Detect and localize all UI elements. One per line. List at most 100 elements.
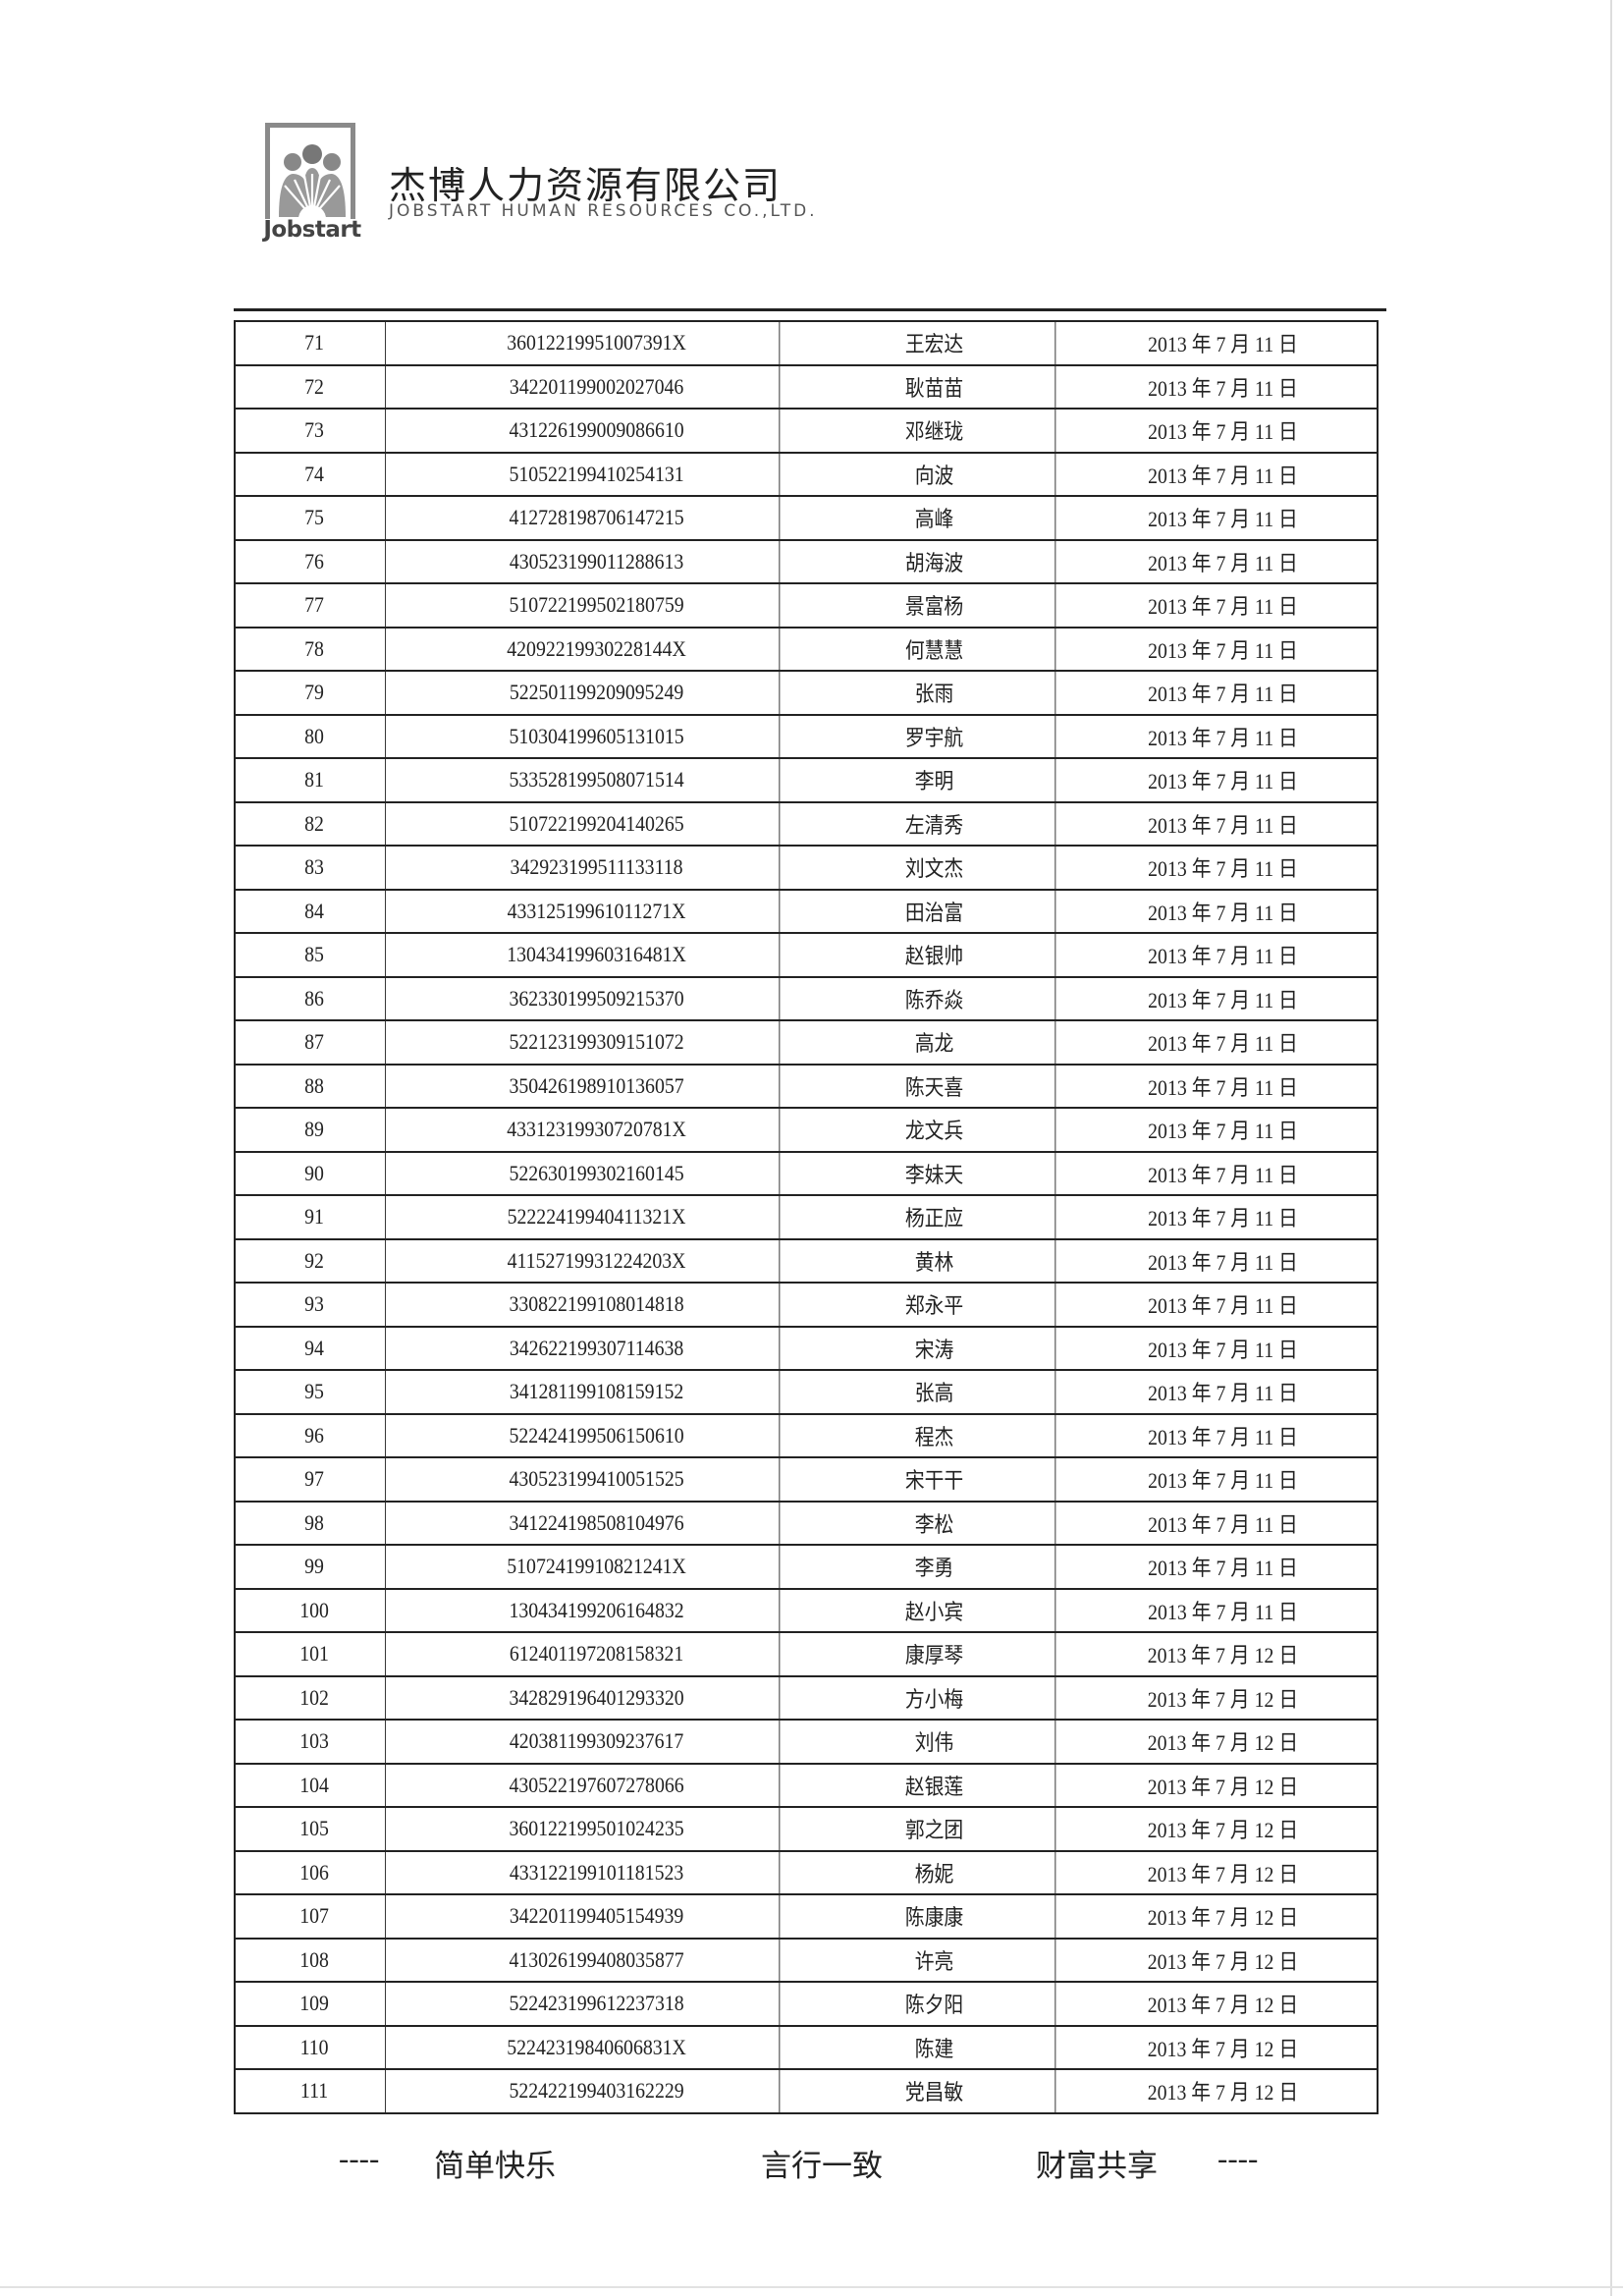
row-number-cell: 72: [243, 365, 386, 408]
table-row: 81 533528199508071514 李明 2013 年 7 月 11 日: [236, 757, 1377, 801]
row-number-cell: 108: [243, 1939, 386, 1981]
table-row: 77 510722199502180759 景富杨 2013 年 7 月 11 日: [236, 582, 1377, 627]
person-name-cell: 陈建: [814, 2026, 1056, 2068]
id-number-cell: 430522197607278066: [414, 1764, 781, 1806]
table-row: 100 130434199206164832 赵小宾 2013 年 7 月 11 日: [236, 1587, 1377, 1631]
table-row: 92 41152719931224203X 黄林 2013 年 7 月 11 日: [236, 1237, 1377, 1282]
id-number-cell: 522423199612237318: [414, 1983, 781, 2025]
motto-2: 言行一致: [761, 2149, 883, 2183]
id-number-cell: 431226199009086610: [414, 410, 781, 452]
person-name-cell: 胡海波: [814, 540, 1056, 582]
row-number-cell: 95: [243, 1371, 386, 1413]
table-row: 106 433122199101181523 杨妮 2013 年 7 月 12 日: [236, 1849, 1377, 1893]
date-cell: 2013 年 7 月 11 日: [1148, 769, 1298, 794]
table-row: 83 342923199511133118 刘文杰 2013 年 7 月 11 日: [236, 845, 1377, 889]
id-number-cell: 330822199108014818: [414, 1284, 781, 1326]
table-row: 108 413026199408035877 许亮 2013 年 7 月 12 日: [236, 1937, 1377, 1981]
date-cell: 2013 年 7 月 12 日: [1147, 1818, 1299, 1843]
date-cell: 2013 年 7 月 12 日: [1147, 1993, 1299, 2018]
motto-1: 简单快乐: [434, 2149, 556, 2183]
date-cell: 2013 年 7 月 11 日: [1148, 1381, 1298, 1406]
row-number-cell: 94: [243, 1327, 386, 1369]
footer-dash-left: ----: [339, 2141, 380, 2175]
person-name-cell: 程杰: [814, 1414, 1056, 1456]
id-number-cell: 430523199011288613: [414, 540, 781, 582]
id-number-cell: 342201199405154939: [414, 1895, 781, 1938]
person-name-cell: 李明: [814, 759, 1056, 801]
date-cell: 2013 年 7 月 11 日: [1148, 1074, 1298, 1100]
logo-frame: [265, 123, 355, 219]
table-row: 110 52242319840606831X 陈建 2013 年 7 月 12 日: [236, 2024, 1377, 2068]
date-cell: 2013 年 7 月 12 日: [1147, 2080, 1299, 2105]
person-name-cell: 赵小宾: [814, 1589, 1056, 1631]
person-name-cell: 宋涛: [814, 1327, 1056, 1369]
table-row: 104 430522197607278066 赵银莲 2013 年 7 月 12 日: [236, 1762, 1377, 1806]
person-name-cell: 高龙: [814, 1021, 1056, 1064]
person-name-cell: 陈天喜: [814, 1065, 1056, 1107]
row-number-cell: 98: [243, 1502, 386, 1544]
id-number-cell: 43312319930720781X: [414, 1109, 781, 1151]
scan-edge: [0, 2286, 1623, 2288]
date-cell: 2013 年 7 月 11 日: [1148, 1162, 1298, 1187]
id-number-cell: 130434199206164832: [414, 1589, 781, 1631]
company-name-cn: 杰博人力资源有限公司: [389, 164, 783, 207]
date-cell: 2013 年 7 月 12 日: [1147, 1686, 1299, 1712]
person-name-cell: 龙文兵: [814, 1109, 1056, 1151]
table-row: 73 431226199009086610 邓继珑 2013 年 7 月 11 日: [236, 408, 1377, 452]
row-number-cell: 84: [243, 890, 386, 932]
person-name-cell: 罗宇航: [814, 715, 1056, 757]
row-number-cell: 91: [243, 1196, 386, 1238]
person-name-cell: 郭之团: [814, 1808, 1056, 1850]
table-row: 109 522423199612237318 陈夕阳 2013 年 7 月 12 日: [236, 1981, 1377, 2025]
date-cell: 2013 年 7 月 11 日: [1148, 1249, 1298, 1275]
id-number-cell: 342829196401293320: [414, 1676, 781, 1719]
row-number-cell: 90: [243, 1152, 386, 1194]
person-name-cell: 陈康康: [814, 1895, 1056, 1938]
id-number-cell: 36012219951007391X: [414, 322, 781, 364]
id-number-cell: 510304199605131015: [414, 715, 781, 757]
table-row: 87 522123199309151072 高龙 2013 年 7 月 11 日: [236, 1019, 1377, 1064]
table-row: 111 522422199403162229 党昌敏 2013 年 7 月 12 日: [236, 2068, 1377, 2112]
date-cell: 2013 年 7 月 11 日: [1148, 375, 1298, 401]
id-number-cell: 350426198910136057: [414, 1065, 781, 1107]
footer-motto: ---- 简单快乐 言行一致 财富共享 ----: [0, 2141, 1623, 2183]
row-number-cell: 104: [243, 1764, 386, 1806]
id-number-cell: 522424199506150610: [414, 1414, 781, 1456]
table-row: 94 342622199307114638 宋涛 2013 年 7 月 11 日: [236, 1325, 1377, 1369]
date-cell: 2013 年 7 月 11 日: [1148, 1206, 1298, 1231]
row-number-cell: 107: [243, 1895, 386, 1938]
date-cell: 2013 年 7 月 11 日: [1148, 637, 1298, 663]
row-number-cell: 99: [243, 1546, 386, 1588]
row-number-cell: 102: [243, 1676, 386, 1719]
id-number-cell: 360122199501024235: [414, 1808, 781, 1850]
row-number-cell: 76: [243, 540, 386, 582]
row-number-cell: 81: [243, 759, 386, 801]
person-name-cell: 郑永平: [814, 1284, 1056, 1326]
person-name-cell: 张高: [814, 1371, 1056, 1413]
date-cell: 2013 年 7 月 11 日: [1148, 725, 1298, 750]
id-number-cell: 412728198706147215: [414, 497, 781, 539]
row-number-cell: 86: [243, 977, 386, 1019]
id-number-cell: 430523199410051525: [414, 1458, 781, 1501]
date-cell: 2013 年 7 月 12 日: [1147, 1905, 1299, 1931]
table-row: 101 612401197208158321 康厚琴 2013 年 7 月 12 日: [236, 1631, 1377, 1675]
row-number-cell: 106: [243, 1851, 386, 1893]
row-number-cell: 87: [243, 1021, 386, 1064]
person-name-cell: 刘伟: [814, 1721, 1056, 1763]
row-number-cell: 73: [243, 410, 386, 452]
date-cell: 2013 年 7 月 11 日: [1148, 987, 1298, 1012]
table-row: 95 341281199108159152 张高 2013 年 7 月 11 日: [236, 1369, 1377, 1413]
id-number-cell: 413026199408035877: [414, 1939, 781, 1981]
table-row: 75 412728198706147215 高峰 2013 年 7 月 11 日: [236, 495, 1377, 539]
row-number-cell: 79: [243, 672, 386, 714]
row-number-cell: 109: [243, 1983, 386, 2025]
date-cell: 2013 年 7 月 11 日: [1148, 332, 1298, 357]
person-name-cell: 景富杨: [814, 584, 1056, 627]
row-number-cell: 82: [243, 802, 386, 845]
logo-wordmark: Jobstart: [263, 217, 361, 243]
row-number-cell: 103: [243, 1721, 386, 1763]
person-name-cell: 李松: [814, 1502, 1056, 1544]
date-cell: 2013 年 7 月 11 日: [1148, 1468, 1298, 1494]
id-number-cell: 342201199002027046: [414, 365, 781, 408]
date-cell: 2013 年 7 月 12 日: [1147, 1643, 1299, 1668]
